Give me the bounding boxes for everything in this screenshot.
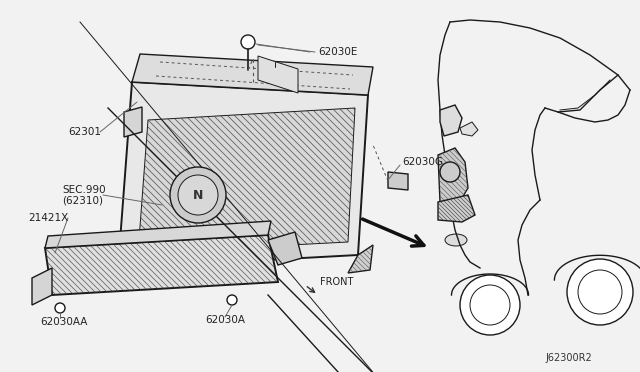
Text: 62301: 62301 bbox=[68, 127, 101, 137]
Text: J62300R2: J62300R2 bbox=[545, 353, 592, 363]
Circle shape bbox=[170, 167, 226, 223]
Polygon shape bbox=[32, 268, 52, 305]
Text: N: N bbox=[193, 189, 203, 202]
Circle shape bbox=[460, 275, 520, 335]
Text: SEC.990: SEC.990 bbox=[62, 185, 106, 195]
Circle shape bbox=[440, 162, 460, 182]
Circle shape bbox=[55, 303, 65, 313]
Text: (62310): (62310) bbox=[62, 195, 103, 205]
Circle shape bbox=[227, 295, 237, 305]
Polygon shape bbox=[388, 172, 408, 190]
Text: 21421X: 21421X bbox=[28, 213, 68, 223]
Circle shape bbox=[241, 35, 255, 49]
Polygon shape bbox=[438, 195, 475, 222]
Polygon shape bbox=[138, 108, 355, 253]
Polygon shape bbox=[124, 107, 142, 137]
Polygon shape bbox=[438, 148, 468, 202]
Ellipse shape bbox=[445, 234, 467, 246]
Text: FRONT: FRONT bbox=[320, 277, 353, 287]
Polygon shape bbox=[45, 235, 278, 295]
Text: 62030E: 62030E bbox=[318, 47, 357, 57]
Text: 62030A: 62030A bbox=[205, 315, 245, 325]
Polygon shape bbox=[268, 232, 302, 265]
Polygon shape bbox=[45, 221, 271, 248]
Polygon shape bbox=[460, 122, 478, 136]
Text: 62030AA: 62030AA bbox=[40, 317, 88, 327]
Circle shape bbox=[178, 175, 218, 215]
Polygon shape bbox=[348, 245, 373, 273]
Polygon shape bbox=[132, 54, 373, 95]
Polygon shape bbox=[440, 105, 462, 136]
Polygon shape bbox=[258, 56, 298, 93]
Text: 62030G: 62030G bbox=[402, 157, 443, 167]
Circle shape bbox=[470, 285, 510, 325]
Circle shape bbox=[567, 259, 633, 325]
Polygon shape bbox=[118, 82, 368, 268]
Circle shape bbox=[578, 270, 622, 314]
